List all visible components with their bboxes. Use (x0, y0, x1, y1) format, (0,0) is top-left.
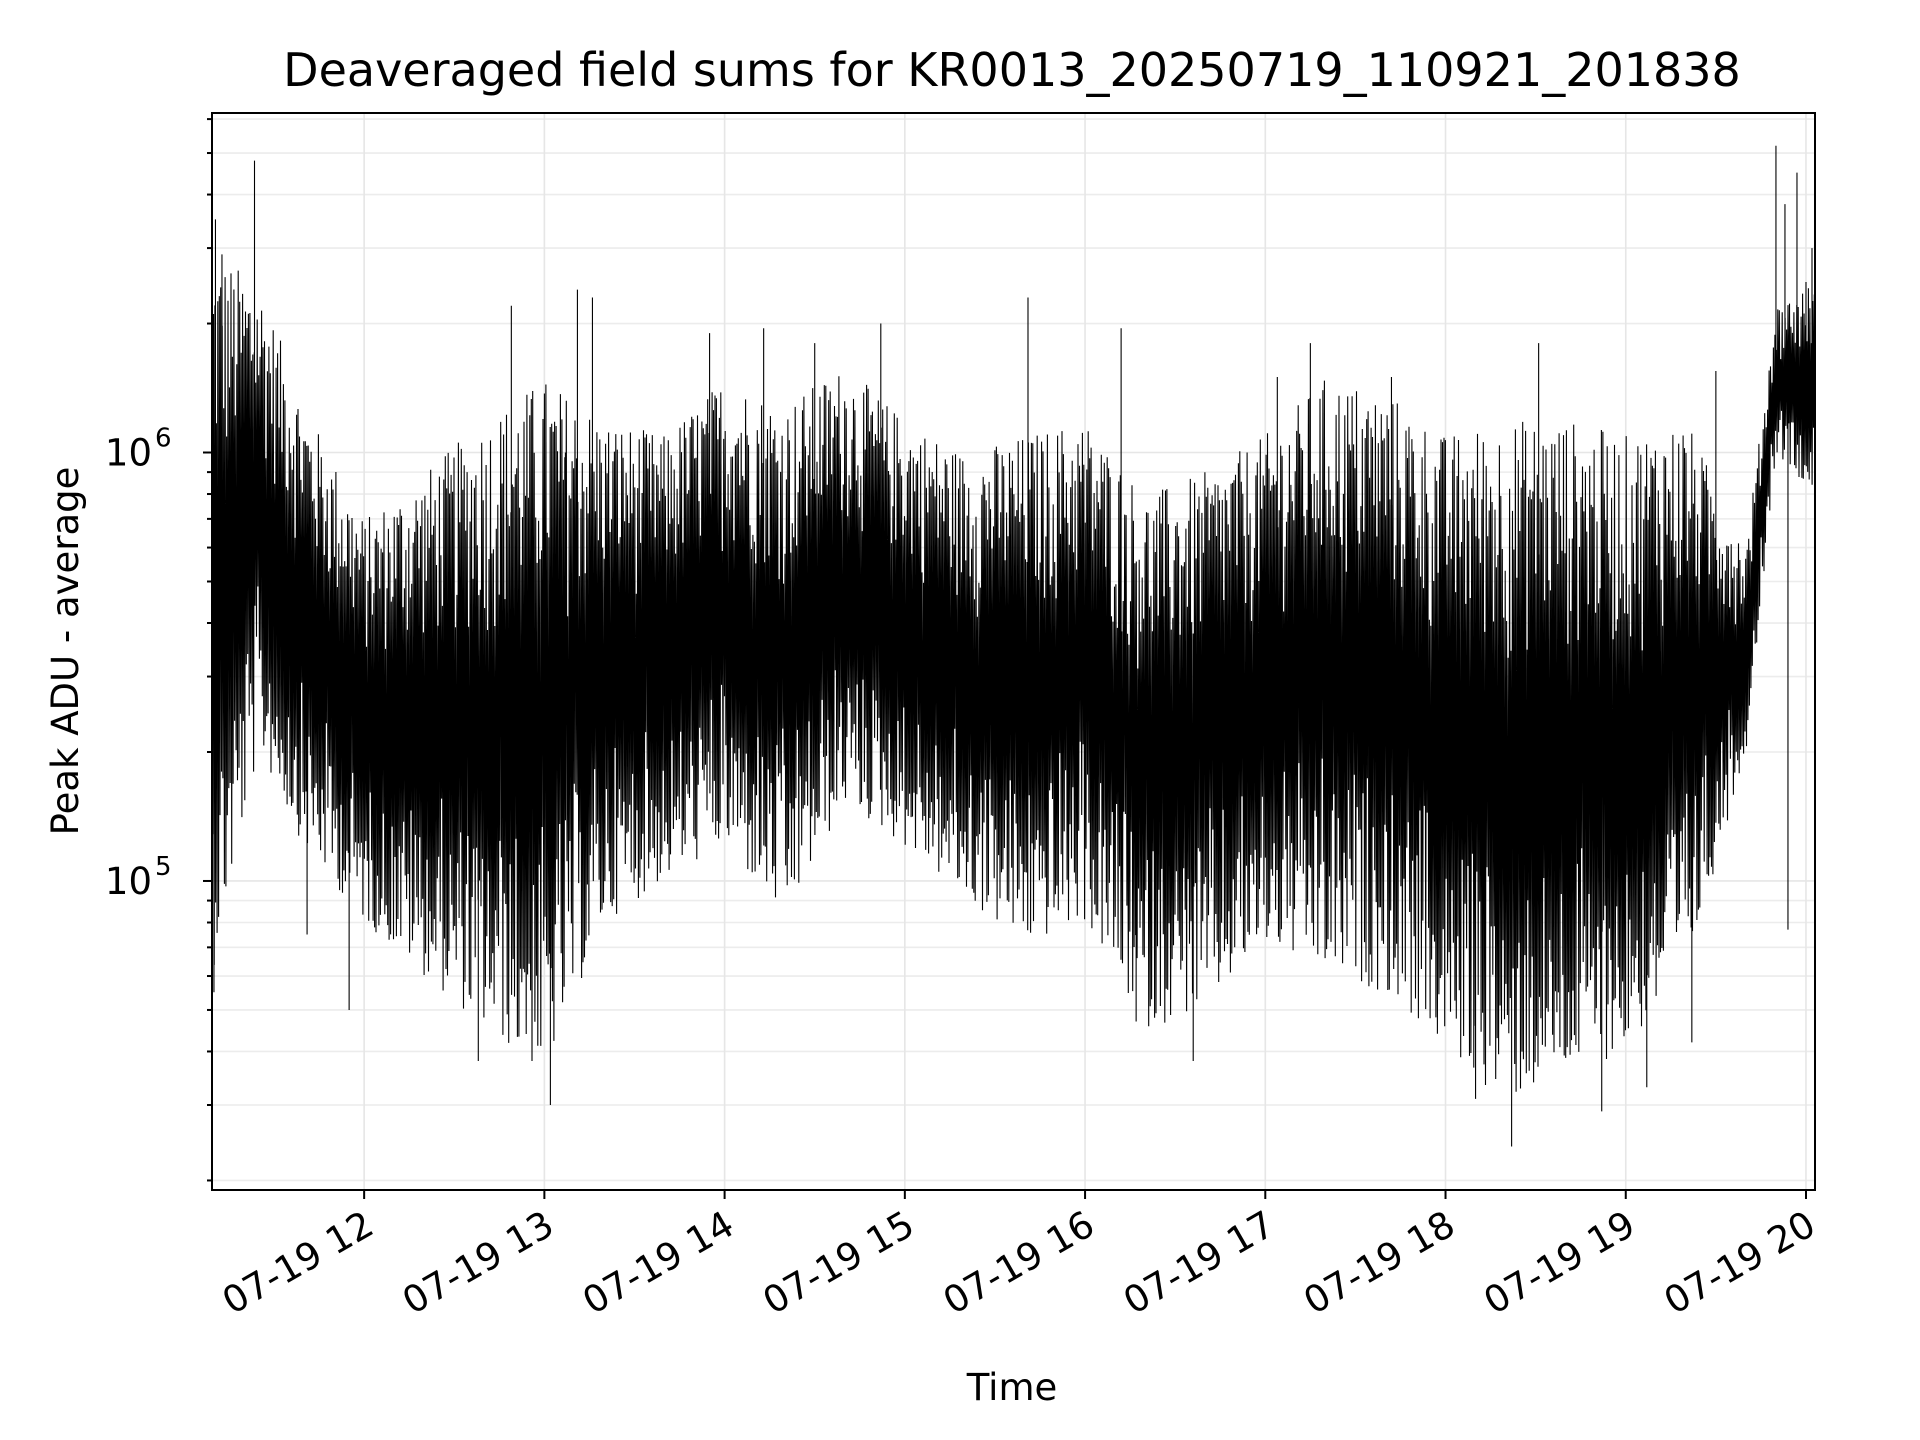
y-tick-label-exponent: 5 (155, 852, 172, 882)
y-tick-label: 10 (105, 860, 152, 903)
y-tick-label-exponent: 6 (155, 424, 172, 454)
y-tick-label-base: 10 (105, 860, 152, 903)
chart-title: Deaveraged field sums for KR0013_2025071… (283, 43, 1741, 97)
y-axis-label: Peak ADU - average (44, 467, 87, 836)
x-axis-label: Time (966, 1366, 1058, 1409)
y-tick-label: 10 (105, 432, 152, 475)
plot-area (211, 112, 1816, 1191)
series-group (211, 145, 1816, 1147)
axes-frame (211, 112, 1816, 1191)
y-tick-label-base: 10 (105, 432, 152, 475)
series-line (211, 270, 1816, 1092)
